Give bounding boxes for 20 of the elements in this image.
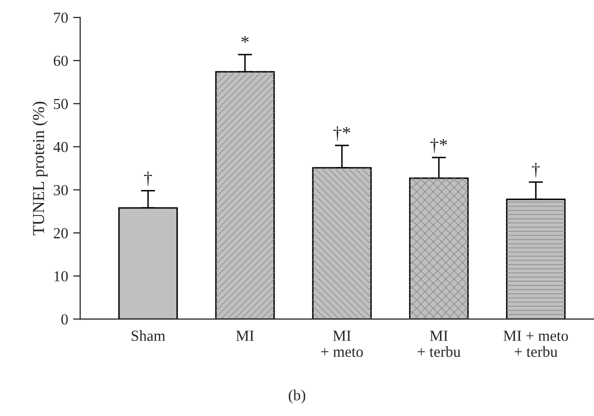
- annotation: †: [532, 162, 540, 178]
- x-tick-label: Sham: [132, 330, 166, 341]
- y-tick-label: 40: [53, 142, 68, 152]
- y-tick-label: 50: [54, 98, 68, 110]
- x-tick-label: MI + terbu: [418, 330, 461, 357]
- y-tick-label: 0: [61, 314, 68, 325]
- x-tick-label: MI + meto: [321, 330, 363, 357]
- y-tick-label: 70: [54, 12, 68, 23]
- y-tick-label: 20: [54, 228, 68, 238]
- annotation: *: [241, 36, 249, 43]
- text: (b): [288, 390, 306, 404]
- annotation: †*: [430, 138, 448, 153]
- annotation: †*: [333, 126, 350, 141]
- y-tick-label: 30: [54, 184, 68, 196]
- x-tick-label: MI: [236, 330, 254, 341]
- annotation: †: [144, 172, 152, 186]
- y-axis-title: TUNEL protein (%): [32, 102, 48, 236]
- y-tick-label: 60: [54, 56, 68, 66]
- x-tick-label: MI + meto + terbu: [504, 330, 568, 357]
- y-tick-label: 10: [54, 271, 68, 282]
